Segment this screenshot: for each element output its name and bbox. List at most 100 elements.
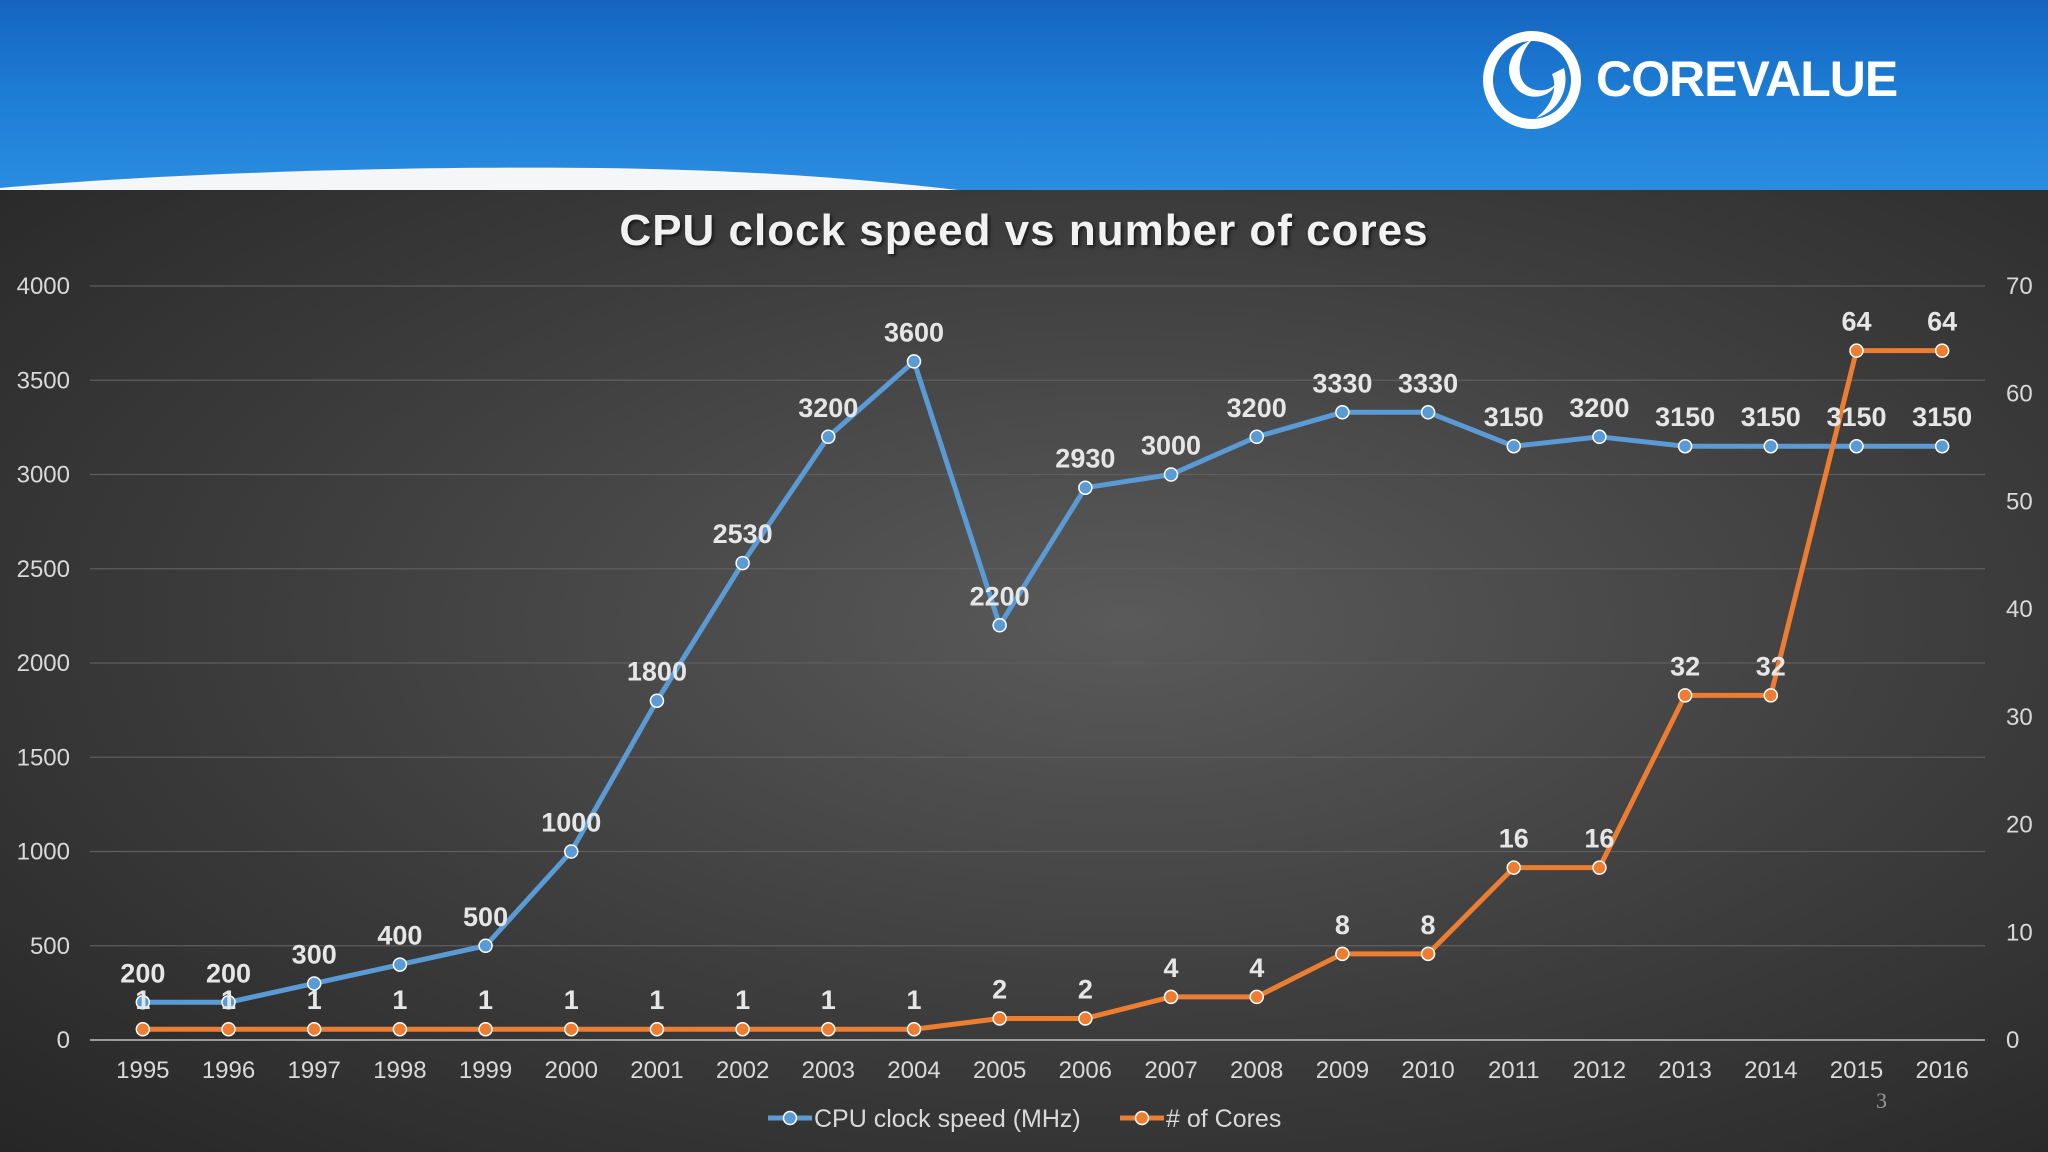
data-point — [306, 1021, 322, 1037]
y-left-tick-label: 3500 — [17, 367, 70, 394]
data-label: 4 — [1164, 953, 1179, 983]
data-point — [906, 1021, 922, 1037]
data-label: 2 — [1078, 974, 1093, 1004]
series-line-clock-speed — [142, 358, 1943, 1005]
data-label: 3150 — [1655, 402, 1715, 432]
data-point — [1934, 438, 1950, 454]
legend-swatch-marker — [782, 1110, 798, 1126]
data-label: 3000 — [1141, 431, 1201, 461]
y-right-tick-label: 0 — [2006, 1027, 2019, 1054]
x-tick-label: 1995 — [116, 1057, 169, 1084]
legend-swatch-marker — [1134, 1110, 1150, 1126]
data-point — [1078, 1011, 1093, 1026]
page-number: 3 — [1876, 1088, 1887, 1113]
data-point — [1163, 467, 1179, 482]
legend-label: CPU clock speed (MHz) — [814, 1105, 1081, 1133]
data-label: 300 — [292, 939, 337, 969]
x-tick-label: 2012 — [1573, 1057, 1626, 1084]
data-label: 1 — [135, 985, 150, 1015]
data-point — [1506, 860, 1521, 875]
data-label: 1 — [221, 985, 236, 1015]
data-label: 32 — [1756, 651, 1786, 681]
data-point — [821, 429, 836, 445]
axes: 0500100015002000250030003500400001020304… — [17, 273, 2033, 1084]
corevalue-logo-icon — [1483, 31, 1581, 129]
data-label: 1000 — [541, 808, 601, 838]
y-left-tick-label: 3000 — [17, 462, 70, 489]
x-tick-label: 1999 — [459, 1057, 512, 1084]
y-left-tick-label: 1500 — [17, 744, 70, 771]
x-tick-label: 2003 — [802, 1057, 855, 1084]
data-label: 3150 — [1912, 402, 1972, 432]
data-label: 500 — [463, 902, 508, 932]
data-label: 1800 — [627, 657, 687, 687]
gridlines — [90, 285, 1985, 947]
legend: CPU clock speed (MHz) # of Cores — [768, 1105, 1281, 1133]
data-label: 400 — [377, 921, 422, 951]
data-label: 1 — [392, 985, 407, 1015]
data-label: 3330 — [1312, 368, 1372, 398]
data-point — [1592, 429, 1607, 445]
data-point — [1335, 946, 1350, 962]
data-label: 3150 — [1741, 402, 1801, 432]
data-point — [992, 1011, 1007, 1026]
data-label: 8 — [1335, 910, 1350, 940]
x-tick-label: 2000 — [545, 1057, 598, 1084]
data-label: 4 — [1249, 953, 1264, 983]
series-lines — [135, 343, 1950, 1037]
y-right-tick-label: 40 — [2006, 596, 2033, 623]
data-point — [1849, 438, 1864, 454]
y-right-tick-label: 10 — [2006, 919, 2033, 946]
y-right-tick-label: 30 — [2006, 704, 2033, 731]
y-right-tick-label: 60 — [2006, 381, 2033, 408]
x-tick-label: 1996 — [202, 1057, 255, 1084]
data-point — [1163, 989, 1179, 1005]
data-point — [1506, 438, 1521, 454]
data-label: 1 — [307, 985, 322, 1015]
data-point — [306, 976, 322, 991]
y-right-tick-label: 50 — [2006, 488, 2033, 515]
data-label: 16 — [1584, 824, 1614, 854]
data-label: 2200 — [970, 581, 1030, 611]
x-tick-label: 2011 — [1488, 1057, 1540, 1084]
data-point — [906, 354, 922, 369]
data-point — [1420, 405, 1436, 420]
brand-name: COREVALUE — [1596, 51, 1898, 107]
data-point — [1335, 405, 1350, 420]
data-point — [1078, 480, 1093, 495]
y-left-tick-label: 1000 — [17, 839, 70, 866]
data-label: 1 — [735, 985, 750, 1015]
data-label: 3150 — [1826, 402, 1886, 432]
data-label: 3330 — [1398, 368, 1458, 398]
data-point — [992, 618, 1007, 633]
data-label: 1 — [649, 985, 664, 1015]
data-label: 8 — [1421, 910, 1436, 940]
data-point — [221, 1021, 236, 1037]
data-label: 1 — [821, 985, 836, 1015]
data-point — [135, 995, 151, 1010]
y-left-tick-label: 500 — [30, 933, 70, 960]
data-label: 3200 — [1227, 393, 1287, 423]
data-point — [1249, 429, 1264, 445]
legend-entry: CPU clock speed (MHz) — [768, 1105, 1081, 1133]
x-tick-label: 1997 — [288, 1057, 341, 1084]
x-tick-label: 2001 — [630, 1057, 683, 1084]
data-point — [564, 1021, 579, 1037]
y-left-tick-label: 0 — [57, 1027, 70, 1054]
data-label: 64 — [1841, 307, 1871, 337]
data-point — [1677, 688, 1693, 703]
data-point — [1849, 343, 1864, 358]
data-point — [1763, 688, 1779, 703]
data-label: 2 — [992, 974, 1007, 1004]
x-tick-label: 2010 — [1401, 1057, 1454, 1084]
legend-entry: # of Cores — [1120, 1105, 1281, 1133]
data-label: 64 — [1927, 307, 1957, 337]
data-label: 3200 — [798, 393, 858, 423]
data-labels: 200 200 300 400 500 1000 1800 2530 3200 3600 2200 2… — [120, 307, 1972, 1016]
x-tick-label: 2007 — [1144, 1057, 1197, 1084]
x-tick-label: 2005 — [973, 1057, 1026, 1084]
x-tick-label: 2002 — [716, 1057, 769, 1084]
x-tick-label: 2015 — [1830, 1057, 1883, 1084]
x-tick-label: 2016 — [1915, 1057, 1968, 1084]
